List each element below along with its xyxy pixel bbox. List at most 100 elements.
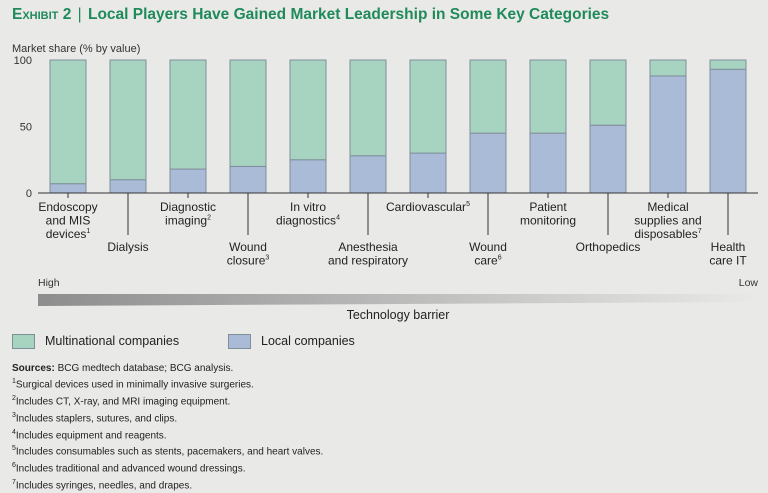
y-axis-label: Market share (% by value) [12, 43, 140, 55]
x-tick-label-line: Endoscopy [38, 200, 97, 214]
footnote: 5Includes consumables such as stents, pa… [12, 442, 323, 459]
x-tick-label-line: care IT [709, 254, 747, 268]
title-text: Local Players Have Gained Market Leaders… [87, 6, 610, 23]
x-tick-label: Orthopedics [576, 240, 641, 254]
source-notes: Sources: BCG medtech database; BCG analy… [12, 362, 323, 493]
x-tick-label-line: monitoring [520, 214, 576, 228]
x-tick-label-line: Cardiovascular [386, 200, 466, 214]
x-tick-label-line: supplies and [634, 214, 701, 228]
x-tick-label: In vitro diagnostics4 [276, 200, 340, 228]
bar-local [709, 68, 747, 194]
footnote-number: 2 [12, 395, 16, 403]
footnote-number: 6 [12, 462, 16, 470]
footnote: 1Surgical devices used in minimally inva… [12, 375, 323, 392]
y-tick-label: 100 [14, 55, 32, 67]
bar-local [229, 165, 267, 194]
stacked-bar-chart: Market share (% by value) 0 50 100 Endosco… [12, 43, 759, 322]
footnote-number: 1 [12, 378, 16, 386]
bar-multinational [529, 59, 567, 134]
footnote: 4Includes equipment and reagents. [12, 426, 323, 443]
bar-local [409, 152, 447, 194]
x-axis-labels: Endoscopy and MIS devices1 Dialysis Diagnost… [38, 193, 747, 268]
x-tick-label-line: Orthopedics [576, 240, 641, 254]
bar-local [469, 132, 507, 194]
bar-local [589, 124, 627, 194]
footnote-text: Includes traditional and advanced wound … [15, 463, 246, 475]
x-tick-label: Wound care6 [469, 240, 507, 268]
bar-local [649, 75, 687, 194]
footnote-number: 3 [12, 411, 16, 419]
footnote: 6Includes traditional and advanced wound… [12, 459, 323, 476]
x-tick-label-line: imaging [165, 214, 207, 228]
bar-local [109, 179, 147, 194]
footnote: 7Includes syringes, needles, and drapes. [12, 476, 323, 493]
x-tick-label: Anesthesia and respiratory [328, 240, 408, 268]
bar-multinational [49, 59, 87, 185]
x-tick-label: Diagnostic imaging2 [160, 200, 216, 228]
footnote-marker: 2 [207, 215, 211, 222]
legend-label-multinational: Multinational companies [45, 334, 180, 348]
footnote-text: Includes CT, X-ray, and MRI imaging equi… [15, 396, 231, 408]
x-tick-label-line: Patient [529, 200, 567, 214]
exhibit-title: Exhibit 2 | Local Players Have Gained Ma… [12, 6, 609, 24]
x-tick-label-line: devices [46, 227, 87, 241]
legend-local: Local companies [228, 331, 355, 351]
x-tick-label-line: In vitro [290, 200, 326, 214]
x-tick-label-line: Health [711, 240, 746, 254]
y-tick-label: 0 [26, 188, 32, 200]
footnote-marker: 4 [336, 215, 340, 222]
sources-label: Sources: [12, 363, 55, 374]
bar-multinational [289, 59, 327, 161]
legend-multinational: Multinational companies [12, 331, 179, 351]
footnote-list: 1Surgical devices used in minimally inva… [12, 375, 323, 492]
y-tick-label: 50 [20, 122, 32, 134]
legend-swatch-local [228, 333, 251, 349]
x-tick-label-line: Diagnostic [160, 200, 216, 214]
bar-multinational [349, 59, 387, 157]
bar-local [169, 168, 207, 194]
bar-multinational [109, 59, 147, 181]
legend-label-local: Local companies [261, 334, 355, 348]
footnote-text: Includes syringes, needles, and drapes. [15, 480, 193, 492]
footnote-text: Includes equipment and reagents. [15, 429, 167, 441]
bar-local [529, 132, 567, 194]
footnote: 2Includes CT, X-ray, and MRI imaging equ… [12, 392, 323, 409]
footnote-text: Includes consumables such as stents, pac… [15, 446, 324, 458]
technology-barrier-wedge [38, 294, 758, 306]
exhibit-number: Exhibit 2 [12, 6, 72, 23]
x-tick-label-line: and MIS [46, 214, 91, 228]
x-tick-label: Wound closure3 [227, 240, 270, 268]
x-tick-label: Patient monitoring [520, 200, 576, 228]
x-tick-label-line: disposables [634, 227, 697, 241]
x-tick-label: Medical supplies and disposables7 [634, 200, 701, 241]
bar-multinational [649, 59, 687, 77]
footnote-marker: 5 [466, 201, 470, 208]
low-label: Low [739, 277, 759, 289]
x-tick-label: Cardiovascular5 [386, 200, 470, 214]
bar-local [289, 159, 327, 194]
bar-local [349, 155, 387, 194]
x-tick-label: Health care IT [709, 240, 747, 268]
title-separator: | [77, 6, 82, 23]
x-tick-label-line: diagnostics [276, 214, 336, 228]
x-tick-label-line: Anesthesia [338, 240, 398, 254]
x-tick-label-line: and respiratory [328, 254, 408, 268]
x-tick-label-line: Wound [469, 240, 507, 254]
technology-barrier-label: Technology barrier [347, 308, 450, 322]
bar-multinational [469, 59, 507, 134]
legend-swatch-multinational [12, 333, 35, 349]
footnote: 3Includes staplers, sutures, and clips. [12, 409, 323, 426]
footnote-marker: 6 [498, 255, 502, 262]
x-tick-label-line: closure [227, 254, 266, 268]
bar-multinational [589, 59, 627, 126]
bar-local [49, 183, 87, 194]
x-tick-label-line: Wound [229, 240, 267, 254]
footnote-number: 5 [12, 445, 16, 453]
footnote-number: 4 [12, 428, 16, 436]
sources-text: BCG medtech database; BCG analysis. [57, 363, 234, 374]
bar-multinational [409, 59, 447, 154]
y-axis: 0 50 100 [14, 55, 32, 200]
footnote-marker: 1 [86, 228, 90, 235]
x-tick-label: Dialysis [107, 240, 148, 254]
bar-group [49, 59, 747, 194]
